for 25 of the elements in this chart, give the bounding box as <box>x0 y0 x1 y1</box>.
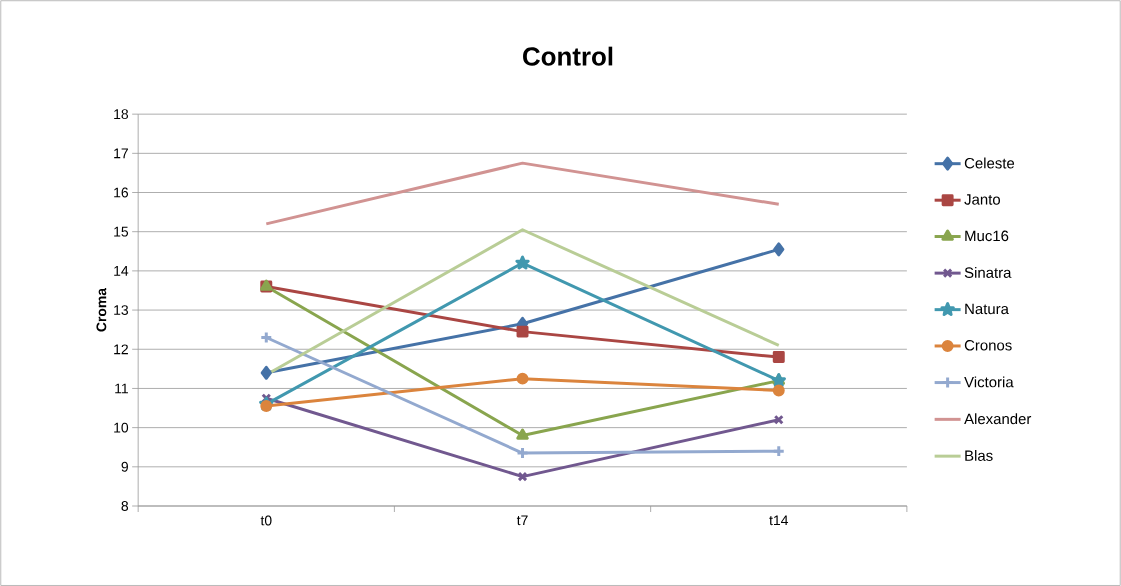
x-tick-label: t0 <box>260 515 272 526</box>
y-tick-label: 8 <box>121 500 129 511</box>
y-tick-label: 16 <box>114 187 129 198</box>
legend-label: Cronos <box>964 339 1012 351</box>
legend-label: Victoria <box>964 376 1014 388</box>
x-tick-label: t14 <box>769 515 789 526</box>
legend-label: Blas <box>965 449 993 461</box>
y-tick-label: 15 <box>114 226 129 237</box>
y-axis-title: Croma <box>96 287 107 332</box>
legend-label: Natura <box>965 303 1009 315</box>
y-tick-label: 14 <box>114 266 129 276</box>
chart-title: Control <box>523 46 613 66</box>
y-tick-label: 18 <box>114 109 129 120</box>
legend-label: Janto <box>964 194 1001 205</box>
y-tick-label: 12 <box>114 344 128 355</box>
legend-label: Muc16 <box>965 230 1009 242</box>
y-tick-label: 13 <box>114 305 129 315</box>
y-tick-label: 9 <box>121 461 128 472</box>
y-tick-label: 17 <box>114 148 128 159</box>
x-tick-label: t7 <box>516 515 528 526</box>
legend-label: Sinatra <box>964 266 1012 278</box>
y-tick-label: 10 <box>114 422 129 433</box>
y-tick-label: 11 <box>115 383 128 394</box>
legend-label: Celeste <box>964 157 1015 169</box>
legend-label: Alexander <box>964 413 1032 425</box>
